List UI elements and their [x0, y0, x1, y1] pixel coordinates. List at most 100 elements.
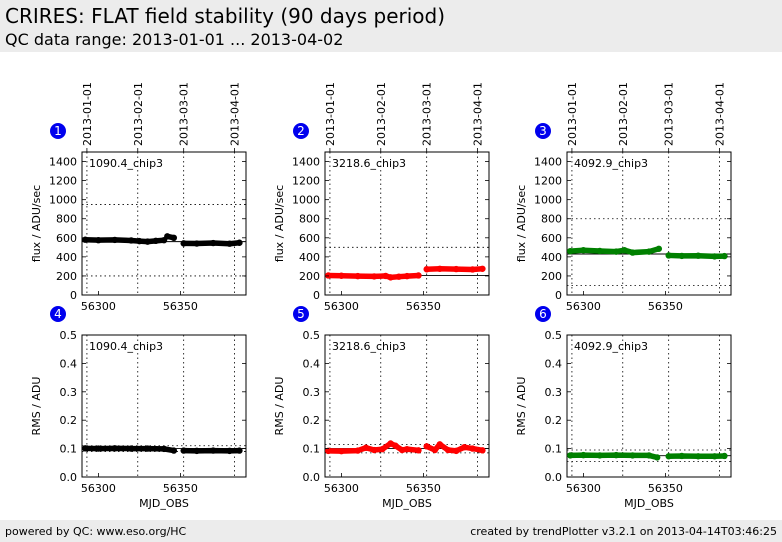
data-point [128, 237, 135, 244]
y-tick-label: 0.1 [303, 443, 321, 456]
x-axis-label: MJD_OBS [139, 497, 189, 510]
data-point [144, 445, 151, 452]
y-tick-label: 0.5 [303, 329, 321, 342]
y-tick-label: 0.4 [545, 357, 563, 370]
data-point [711, 453, 718, 460]
series-label: 3218.6_chip3 [332, 340, 406, 353]
date-tick-label: 2013-01-01 [566, 82, 579, 146]
y-tick-label: 0.2 [545, 414, 563, 427]
y-tick-label: 0 [555, 289, 562, 302]
y-tick-label: 1400 [49, 156, 77, 169]
data-point [111, 445, 119, 452]
y-tick-label: 1400 [292, 156, 320, 169]
data-point [392, 442, 399, 449]
y-tick-label: 0.0 [60, 471, 78, 484]
y-axis-label: RMS / ADU [515, 377, 528, 436]
data-point [354, 272, 361, 280]
y-tick-label: 600 [299, 232, 320, 245]
y-tick-label: 0.2 [60, 414, 78, 427]
data-point [423, 443, 430, 450]
data-point [453, 447, 460, 455]
data-point [362, 444, 370, 451]
y-tick-label: 1000 [49, 194, 77, 207]
data-point [403, 272, 411, 280]
y-axis-label: RMS / ADU [273, 377, 286, 436]
panel-number: 2 [297, 124, 305, 138]
data-point [415, 272, 422, 279]
y-tick-label: 0.2 [303, 414, 321, 427]
data-point [236, 447, 243, 454]
plot-frame [324, 334, 490, 478]
page-subtitle: QC data range: 2013-01-01 ... 2013-04-02 [5, 30, 344, 49]
y-tick-label: 800 [541, 213, 562, 226]
y-tick-label: 0.4 [303, 357, 321, 370]
data-point [387, 274, 394, 281]
data-point [444, 446, 452, 454]
data-point [395, 273, 402, 280]
x-tick-label: 56350 [648, 482, 683, 495]
data-point [431, 446, 439, 454]
page-title: CRIRES: FLAT field stability (90 days pe… [5, 4, 446, 28]
plot-frame [81, 151, 247, 296]
data-point [415, 447, 422, 454]
data-point [629, 249, 636, 256]
panel-number: 6 [539, 307, 547, 321]
y-tick-label: 800 [56, 213, 77, 226]
x-tick-label: 56350 [163, 300, 198, 313]
series-label: 1090.4_chip3 [89, 340, 163, 353]
y-tick-label: 0.3 [60, 386, 78, 399]
data-point [236, 239, 243, 246]
date-tick-label: 2013-02-01 [617, 82, 630, 146]
data-point [436, 441, 443, 448]
panel-number-badge [293, 123, 309, 139]
x-tick-label: 56300 [81, 482, 116, 495]
data-point [596, 247, 603, 255]
panel-number: 3 [539, 124, 547, 138]
x-tick-label: 56350 [648, 300, 683, 313]
x-axis-label: MJD_OBS [624, 497, 674, 510]
date-tick-label: 2013-03-01 [421, 82, 434, 146]
data-point [144, 238, 151, 245]
y-tick-label: 800 [299, 213, 320, 226]
panel-number: 5 [297, 307, 305, 321]
y-axis-label: flux / ADU/sec [273, 185, 286, 262]
x-tick-label: 56350 [406, 300, 441, 313]
date-tick-label: 2013-01-01 [81, 82, 94, 146]
data-point [695, 252, 702, 259]
y-tick-label: 0.1 [545, 443, 563, 456]
panel-number: 1 [54, 124, 62, 138]
y-tick-label: 1000 [292, 194, 320, 207]
y-tick-label: 0.0 [303, 471, 321, 484]
plot-frame [81, 334, 247, 478]
data-point [629, 452, 636, 459]
data-point [721, 452, 728, 460]
data-point [325, 447, 332, 455]
data-point [645, 452, 653, 459]
data-point [226, 447, 233, 455]
y-tick-label: 0.0 [545, 471, 563, 484]
x-tick-label: 56300 [324, 300, 359, 313]
report-header: CRIRES: FLAT field stability (90 days pe… [0, 0, 782, 52]
footer-powered-by: powered by QC: www.eso.org/HC [5, 525, 187, 538]
data-point [721, 252, 728, 260]
data-point [338, 447, 345, 455]
data-point [387, 440, 394, 447]
x-tick-label: 56350 [163, 482, 198, 495]
data-point [193, 240, 200, 247]
data-point [453, 265, 460, 273]
report-footer: powered by QC: www.eso.org/HC created by… [0, 520, 782, 542]
y-tick-label: 1200 [292, 175, 320, 188]
data-point [613, 248, 620, 255]
date-tick-label: 2013-03-01 [663, 82, 676, 146]
data-point [111, 236, 119, 244]
panel-number-badge [50, 306, 66, 322]
data-point [665, 252, 672, 259]
data-point [567, 452, 574, 459]
data-point [469, 266, 476, 273]
y-tick-label: 400 [56, 251, 77, 264]
data-point [711, 253, 718, 260]
panel-number-badge [293, 306, 309, 322]
data-point [180, 240, 187, 247]
y-tick-label: 600 [541, 232, 562, 245]
